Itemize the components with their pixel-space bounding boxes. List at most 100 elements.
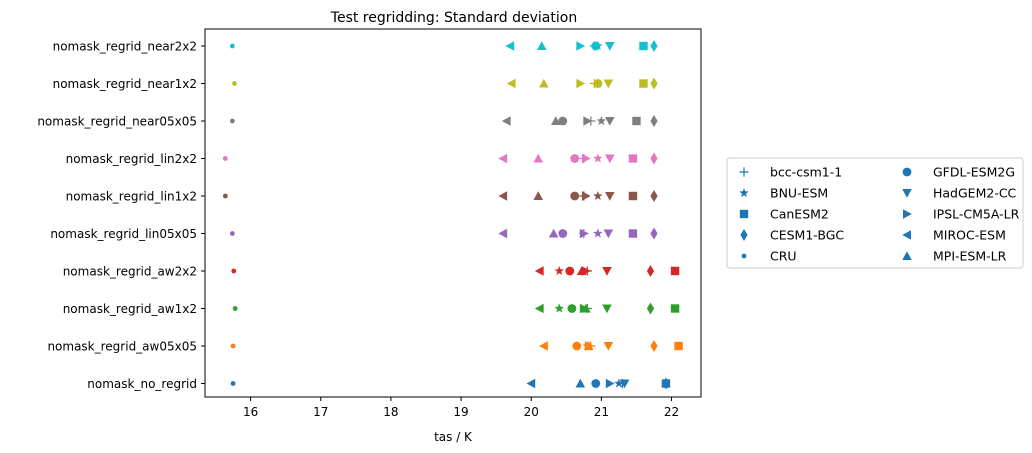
data-point-miroc-esm xyxy=(498,191,508,201)
legend-label-cru: CRU xyxy=(770,249,797,264)
data-point-canesm2 xyxy=(670,266,680,276)
data-point-hadgem2-cc xyxy=(603,342,614,351)
data-point-hadgem2-cc xyxy=(619,379,630,389)
data-point-gfdl-esm2g xyxy=(565,266,575,276)
data-point-cru xyxy=(229,231,235,236)
data-point-hadgem2-cc xyxy=(604,42,615,51)
data-point-miroc-esm xyxy=(498,228,508,239)
legend-label-mpi-esm-lr: MPI-ESM-LR xyxy=(933,249,1007,264)
data-point-mpi-esm-lr xyxy=(550,116,561,125)
data-point-hadgem2-cc xyxy=(602,304,612,314)
data-point-gfdl-esm2g xyxy=(591,379,601,388)
data-point-mpi-esm-lr xyxy=(533,191,544,200)
data-point-ipsl-cm5a-lr xyxy=(583,116,593,126)
chart-title: Test regridding: Standard deviation xyxy=(330,10,577,26)
data-point-cru xyxy=(232,81,237,86)
data-point-cesm1-bgc xyxy=(650,40,658,52)
data-point-cesm1-bgc xyxy=(650,340,658,352)
data-point-cru xyxy=(230,343,236,349)
data-point-cru xyxy=(230,381,236,386)
y-axis: nomask_no_regrid nomask_regrid_aw05x05 nom… xyxy=(37,39,205,391)
data-point-cesm1-bgc xyxy=(650,77,658,90)
data-point-hadgem2-cc xyxy=(604,154,615,164)
y-tick-label: nomask_regrid_aw05x05 xyxy=(47,339,197,353)
data-point-bnu-esm xyxy=(593,191,603,201)
data-point-canesm2 xyxy=(632,116,641,126)
y-tick-label: nomask_regrid_aw1x2 xyxy=(63,302,197,316)
y-tick-label: nomask_regrid_aw2x2 xyxy=(63,264,197,278)
plot-area xyxy=(205,29,701,397)
legend-marker-gfdl-esm2g xyxy=(902,167,912,177)
data-point-canesm2 xyxy=(639,79,648,88)
legend-marker-ipsl-cm5a-lr xyxy=(903,209,912,219)
legend: bcc-csm1-1 BNU-ESM CanESM2 CESM1-BGC CRU GFDL… xyxy=(726,157,1024,269)
y-tick-label: nomask_regrid_near2x2 xyxy=(53,39,197,53)
data-point-ipsl-cm5a-lr xyxy=(576,78,586,89)
data-point-miroc-esm xyxy=(506,78,516,89)
data-point-mpi-esm-lr xyxy=(533,153,544,163)
data-point-bnu-esm xyxy=(614,378,624,388)
data-point-mpi-esm-lr xyxy=(581,303,591,313)
data-point-mpi-esm-lr xyxy=(536,41,547,50)
data-point-cesm1-bgc xyxy=(646,302,655,315)
legend-frame xyxy=(726,157,1024,269)
data-point-mpi-esm-lr xyxy=(576,266,587,275)
y-tick-label: nomask_no_regrid xyxy=(87,377,197,391)
data-point-cesm1-bgc xyxy=(662,377,670,390)
x-tick-label: 16 xyxy=(243,405,258,419)
legend-marker-cru xyxy=(741,253,747,259)
data-point-gfdl-esm2g xyxy=(567,304,577,313)
data-point-hadgem2-cc xyxy=(604,192,615,201)
legend-label-cesm1-bgc: CESM1-BGC xyxy=(770,228,844,243)
legend-marker-bcc-csm1-1 xyxy=(739,167,749,177)
legend-marker-mpi-esm-lr xyxy=(902,251,912,260)
x-tick-label: 19 xyxy=(453,405,468,419)
plot-frame xyxy=(204,28,702,398)
data-point-canesm2 xyxy=(674,341,683,351)
data-point-cesm1-bgc xyxy=(646,265,655,277)
data-point-bnu-esm xyxy=(596,116,607,126)
data-point-ipsl-cm5a-lr xyxy=(576,41,586,51)
data-point-hadgem2-cc xyxy=(602,267,612,276)
legend-marker-cesm1-bgc xyxy=(740,229,748,241)
data-point-mpi-esm-lr xyxy=(539,78,549,88)
data-point-cru xyxy=(229,118,235,124)
data-point-cru xyxy=(222,193,228,199)
legend-label-bcc-csm1-1: bcc-csm1-1 xyxy=(770,165,842,180)
data-point-gfdl-esm2g xyxy=(558,229,568,238)
x-axis-label: tas / K xyxy=(434,430,473,444)
data-point-bnu-esm xyxy=(593,228,603,238)
data-point-miroc-esm xyxy=(526,378,536,389)
legend-label-gfdl-esm2g: GFDL-ESM2G xyxy=(933,165,1015,180)
data-point-gfdl-esm2g xyxy=(591,41,601,51)
data-point-mpi-esm-lr xyxy=(548,228,559,238)
legend-label-bnu-esm: BNU-ESM xyxy=(770,186,828,201)
data-point-miroc-esm xyxy=(539,341,548,351)
data-point-miroc-esm xyxy=(534,266,544,276)
x-tick-label: 21 xyxy=(594,405,609,419)
legend-marker-canesm2 xyxy=(739,209,749,219)
data-point-cru xyxy=(222,156,228,161)
x-tick-label: 20 xyxy=(524,405,539,419)
plot-background xyxy=(205,29,701,397)
data-point-mpi-esm-lr xyxy=(583,341,594,350)
data-point-canesm2 xyxy=(628,229,638,238)
y-tick-label: nomask_regrid_near1x2 xyxy=(53,77,197,91)
legend-label-hadgem2-cc: HadGEM2-CC xyxy=(933,186,1017,201)
legend-marker-miroc-esm xyxy=(902,230,911,240)
x-axis: 16 17 18 19 20 21 22 xyxy=(243,397,679,419)
data-point-miroc-esm xyxy=(534,303,544,314)
data-point-miroc-esm xyxy=(498,153,508,164)
data-point-canesm2 xyxy=(670,304,680,313)
legend-marker-hadgem2-cc xyxy=(902,189,912,198)
data-point-gfdl-esm2g xyxy=(570,191,580,201)
legend-label-ipsl-cm5a-lr: IPSL-CM5A-LR xyxy=(933,207,1020,222)
data-point-gfdl-esm2g xyxy=(558,116,568,126)
legend-label-canesm2: CanESM2 xyxy=(770,207,829,222)
x-tick-label: 18 xyxy=(383,405,398,419)
data-point-bnu-esm xyxy=(554,303,565,313)
data-point-hadgem2-cc xyxy=(603,79,614,89)
data-point-bnu-esm xyxy=(593,153,603,163)
y-tick-label: nomask_regrid_lin2x2 xyxy=(66,152,197,166)
